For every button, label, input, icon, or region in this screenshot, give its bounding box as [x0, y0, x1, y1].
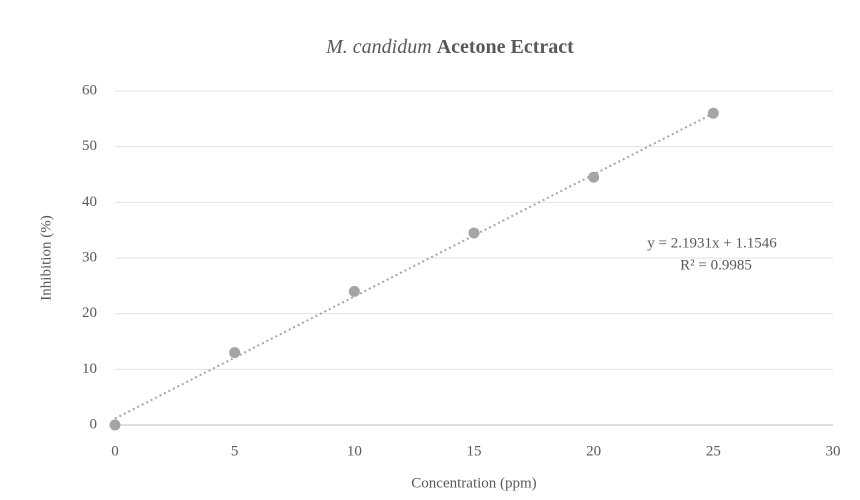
y-tick-label: 30 — [82, 249, 97, 265]
data-point — [588, 171, 600, 183]
y-tick-label: 10 — [82, 361, 97, 377]
title-rest: Acetone Ectract — [437, 36, 574, 58]
data-point — [229, 347, 241, 359]
y-tick-label: 60 — [82, 82, 97, 98]
y-axis-label: Inhibition (%) — [38, 215, 54, 300]
data-point — [348, 285, 360, 297]
data-point — [468, 227, 480, 239]
x-axis-label: Concentration (ppm) — [411, 475, 536, 491]
y-tick-label: 0 — [90, 416, 98, 432]
x-tick-label: 0 — [111, 443, 119, 459]
equation: y = 2.1931x + 1.1546 — [647, 235, 777, 251]
x-tick-label: 5 — [231, 443, 239, 459]
x-tick-label: 25 — [706, 443, 721, 459]
x-tick-label: 10 — [347, 443, 362, 459]
data-point — [109, 419, 121, 431]
data-point — [707, 107, 719, 119]
x-tick-label: 15 — [467, 443, 482, 459]
chart-title: M. candidum Acetone Ectract — [325, 36, 574, 58]
y-tick-label: 50 — [82, 138, 97, 154]
y-tick-label: 20 — [82, 305, 97, 321]
r-squared: R² = 0.9985 — [680, 257, 752, 273]
x-tick-label: 20 — [586, 443, 601, 459]
title-italic: M. candidum — [325, 36, 432, 58]
x-tick-label: 30 — [826, 443, 841, 459]
trendline — [114, 112, 714, 420]
y-tick-label: 40 — [82, 194, 97, 210]
